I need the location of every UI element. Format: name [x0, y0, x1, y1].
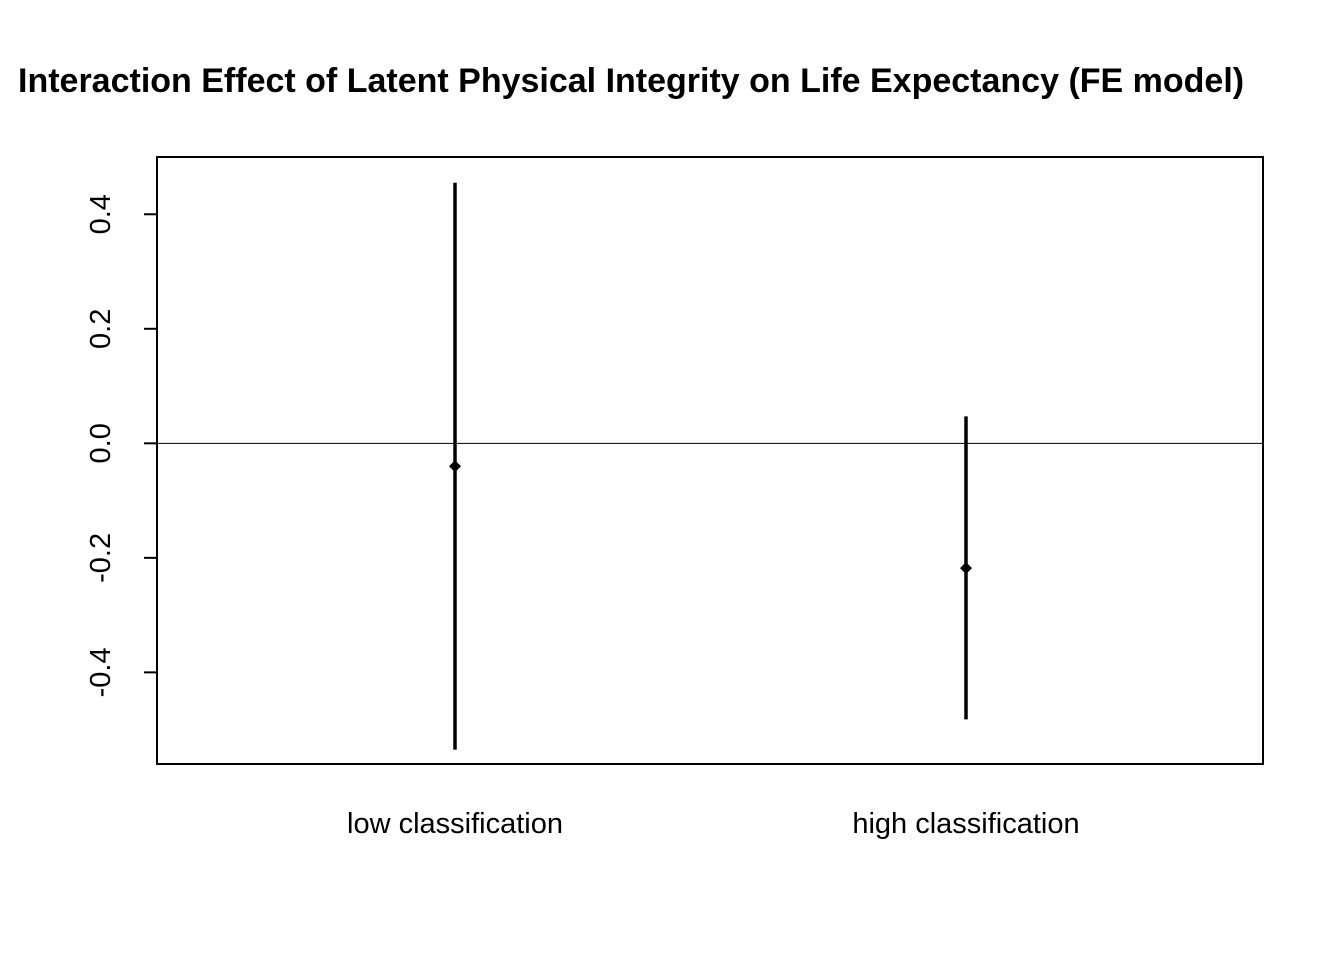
point-estimate [960, 562, 972, 575]
y-tick-label: 0.4 [85, 194, 117, 234]
chart-title: Interaction Effect of Latent Physical In… [18, 62, 1244, 100]
plot-area-frame [156, 156, 1264, 765]
x-axis-labels: low classification high classification [347, 808, 1080, 840]
point-estimate [449, 460, 461, 473]
y-tick-label: 0.0 [85, 423, 117, 463]
x-category-label: low classification [347, 808, 563, 840]
y-tick-label: 0.2 [85, 309, 117, 349]
data-marks [449, 182, 972, 750]
y-tick-label: -0.4 [85, 647, 117, 697]
x-category-label: high classification [852, 808, 1079, 840]
y-tick-label: -0.2 [85, 533, 117, 583]
y-axis: 0.4 0.2 0.0 -0.2 -0.4 [85, 194, 157, 697]
